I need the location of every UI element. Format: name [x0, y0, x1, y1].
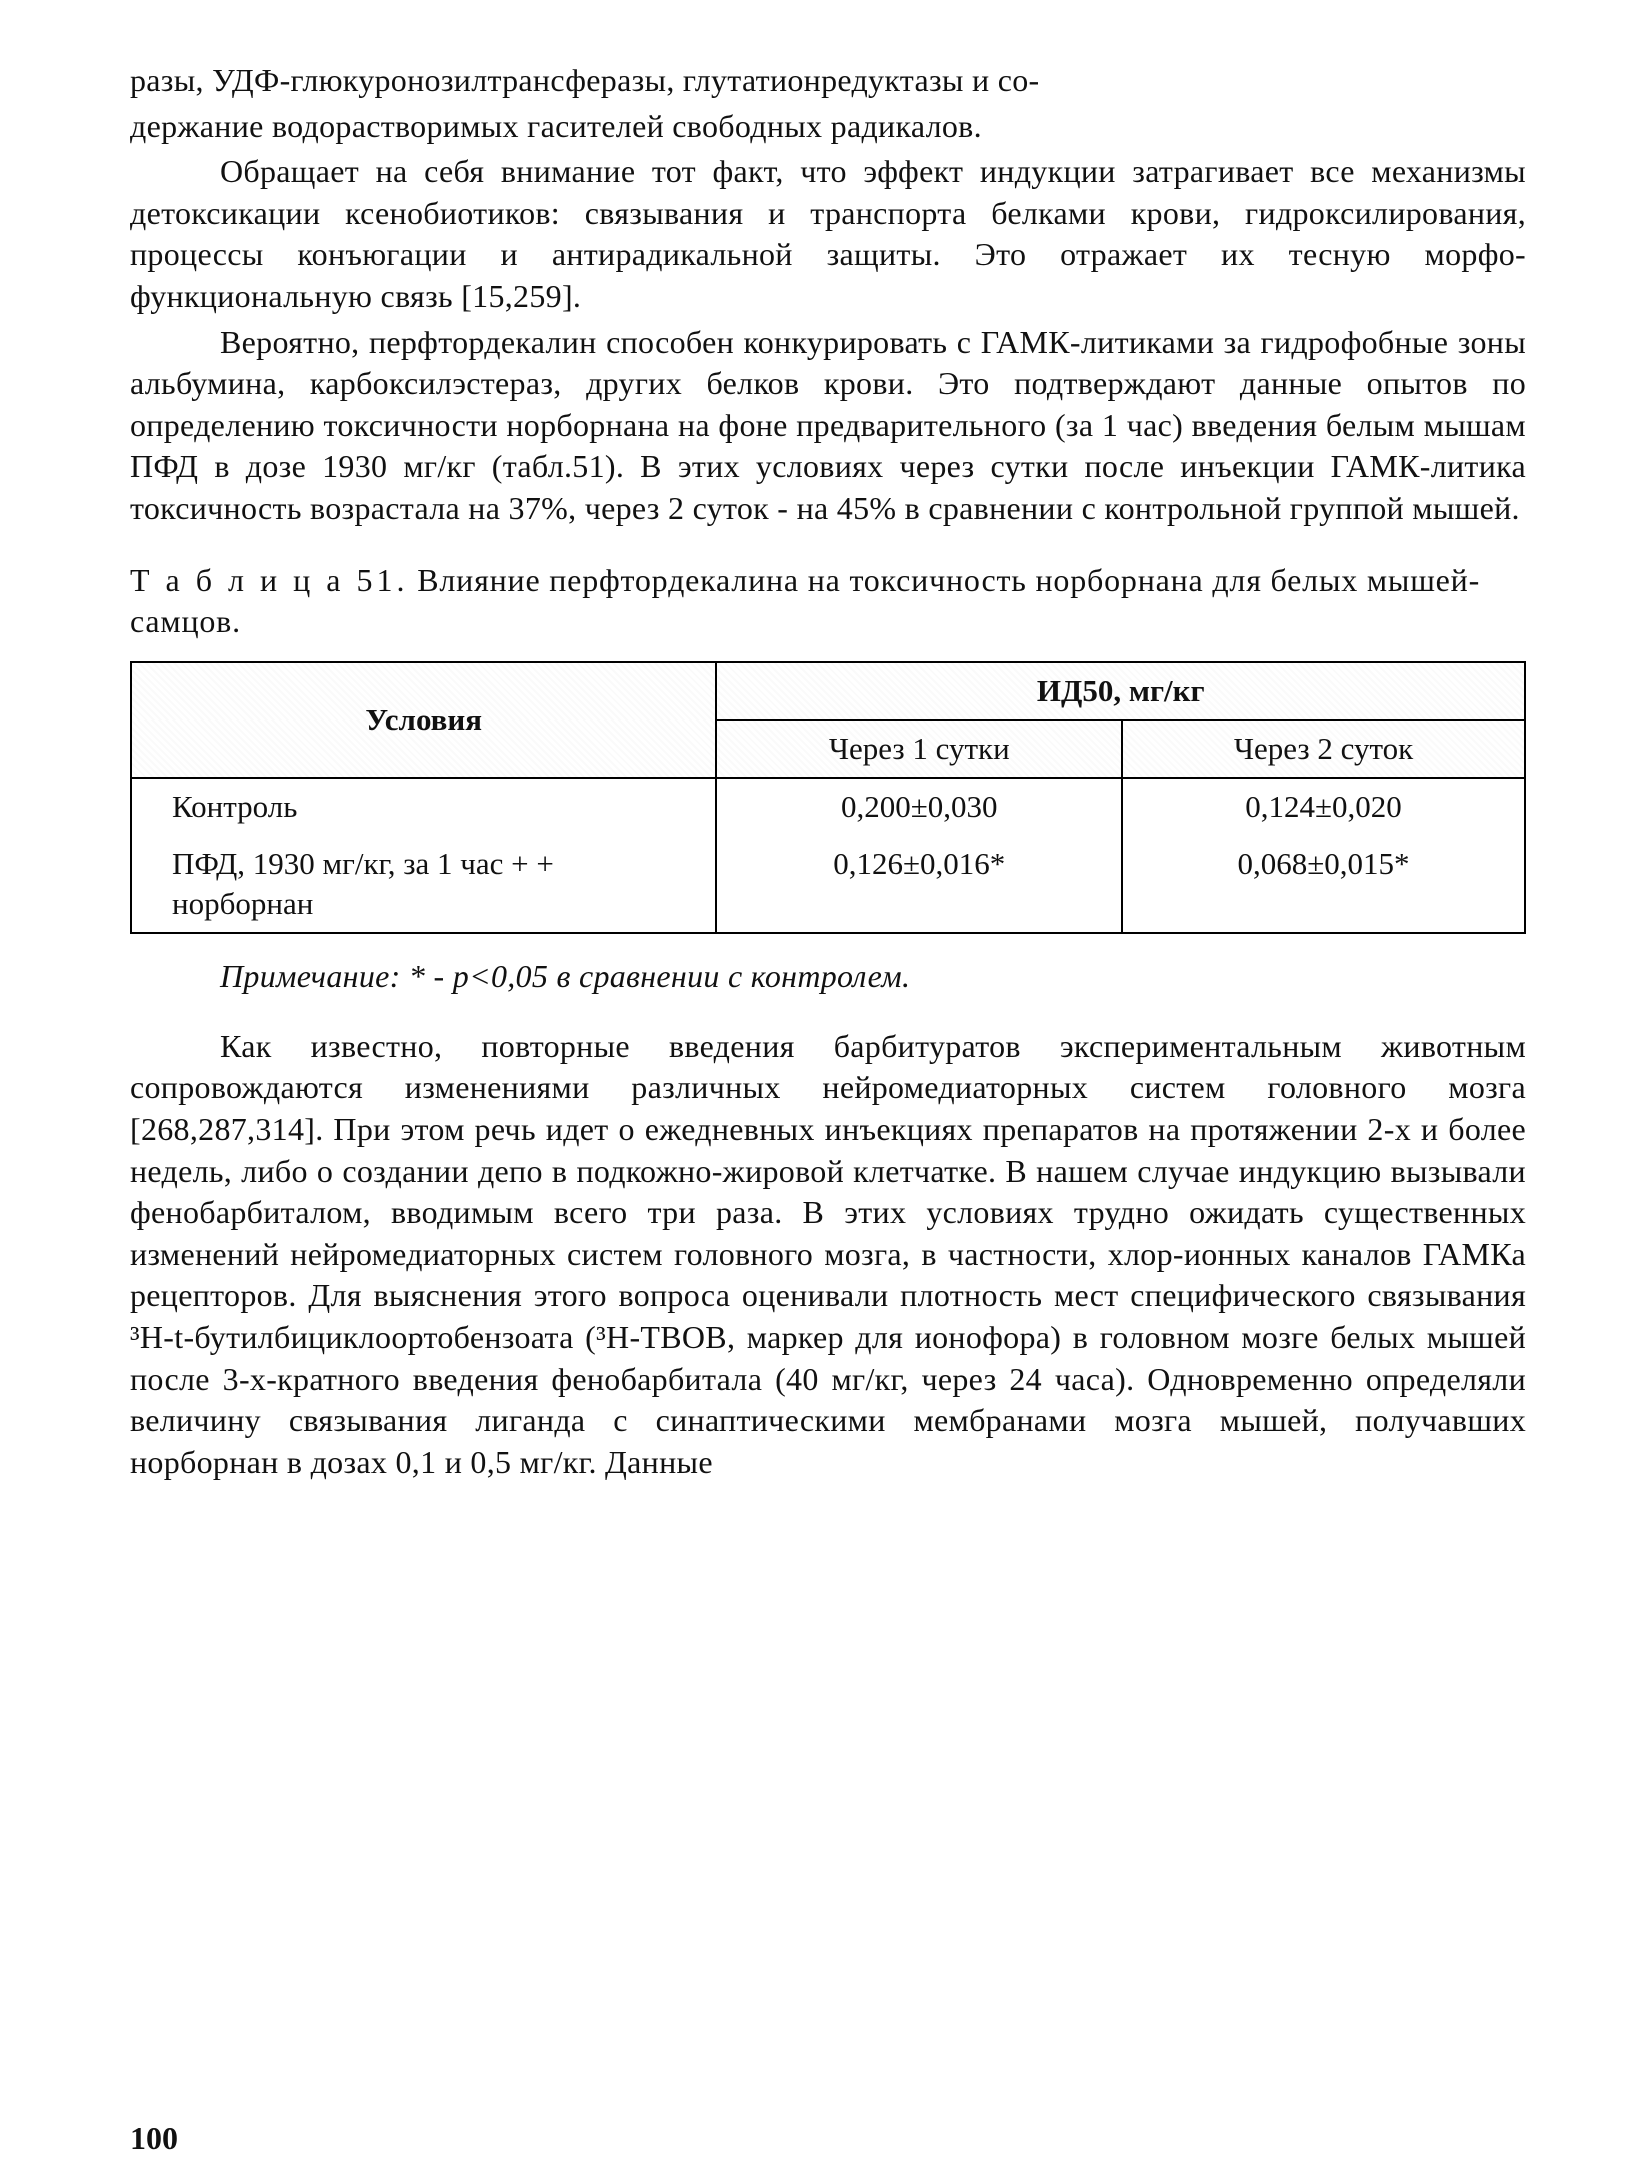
th-conditions: Условия — [131, 662, 716, 779]
td-v2-0: 0,124±0,020 — [1122, 778, 1525, 835]
page-number: 100 — [130, 2118, 178, 2160]
th-day2: Через 2 суток — [1122, 720, 1525, 778]
para-3: Вероятно, перфтордекалин способен конкур… — [130, 322, 1526, 530]
table-note: Примечание: * - p<0,05 в сравнении с кон… — [220, 956, 1526, 998]
td-v2-1: 0,068±0,015* — [1122, 836, 1525, 934]
td-cond-1: ПФД, 1930 мг/кг, за 1 час + + норборнан — [131, 836, 716, 934]
td-v1-1: 0,126±0,016* — [716, 836, 1122, 934]
para-4b: ³H-t-бутилбициклоортобензоата (³H-ТВОВ, … — [130, 1319, 1526, 1480]
para-4a: Как известно, повторные введения барбиту… — [130, 1028, 1526, 1314]
page: разы, УДФ-глюкуронозилтрансферазы, глута… — [0, 0, 1636, 2178]
table-caption: Т а б л и ц а 51. Влияние перфтордекалин… — [130, 560, 1526, 643]
table-caption-lead: Т а б л и ц а 51. — [130, 562, 408, 598]
data-table: Условия ИД50, мг/кг Через 1 сутки Через … — [130, 661, 1526, 934]
th-day1: Через 1 сутки — [716, 720, 1122, 778]
td-v1-0: 0,200±0,030 — [716, 778, 1122, 835]
para-4: Как известно, повторные введения барбиту… — [130, 1026, 1526, 1484]
th-id50: ИД50, мг/кг — [716, 662, 1525, 720]
para-1-line-1: разы, УДФ-глюкуронозилтрансферазы, глута… — [130, 60, 1526, 102]
para-1-line-2: держание водорастворимых гасителей свобо… — [130, 106, 1526, 148]
td-cond-0: Контроль — [131, 778, 716, 835]
para-2: Обращает на себя внимание тот факт, что … — [130, 151, 1526, 317]
